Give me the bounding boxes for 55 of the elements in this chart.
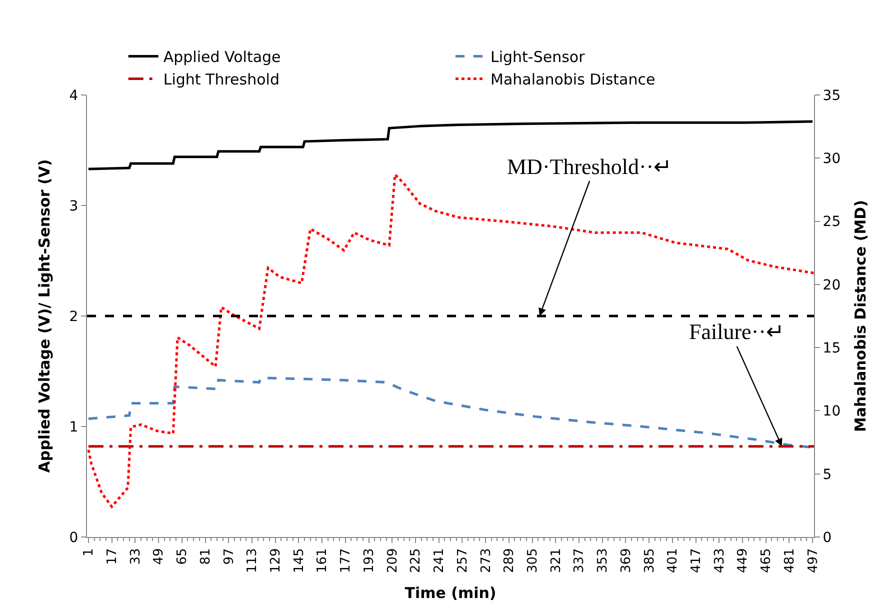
y-tick-label: 1 (69, 419, 78, 436)
x-tick-label: 65 (175, 548, 190, 565)
x-tick-label: 353 (596, 548, 611, 574)
x-tick-label: 97 (222, 548, 237, 565)
x-tick-label: 145 (292, 548, 307, 574)
annotation: MD·Threshold··↵ (507, 154, 672, 179)
x-tick-label: 369 (618, 548, 634, 574)
x-tick-label: 193 (362, 548, 377, 574)
x-tick-label: 209 (385, 548, 400, 574)
x-tick-label: 449 (736, 548, 751, 574)
x-tick-label: 305 (525, 548, 540, 574)
annotation: Failure··↵ (689, 319, 784, 344)
y-tick-label: 0 (69, 530, 78, 546)
x-tick-label: 241 (432, 548, 448, 574)
x-tick-label: 273 (478, 548, 494, 574)
y2-tick-label: 10 (822, 404, 841, 420)
line-series (87, 173, 814, 508)
x-tick-label: 481 (782, 548, 798, 574)
x-tick-label: 49 (152, 548, 167, 565)
x-tick-label: 433 (712, 548, 728, 574)
x-tick-label: 401 (666, 548, 681, 574)
y2-tick-label: 30 (822, 151, 841, 168)
y-tick-label: 3 (69, 198, 78, 214)
x-tick-label: 81 (198, 548, 214, 565)
y2-axis-title: Mahalanobis Distance (MD) (852, 200, 870, 432)
x-tick-label: 17 (105, 548, 120, 565)
x-tick-label: 385 (642, 548, 658, 574)
x-tick-label: 113 (245, 548, 260, 574)
y-tick-label: 2 (69, 308, 78, 325)
x-tick-label: 417 (688, 548, 704, 574)
legend-label: Applied Voltage (163, 48, 281, 66)
legend-label: Light-Sensor (490, 48, 586, 66)
legend-label: Mahalanobis Distance (490, 70, 656, 89)
x-tick-label: 337 (572, 548, 588, 574)
x-tick-label: 161 (315, 548, 330, 574)
x-tick-label: 257 (455, 548, 470, 574)
x-tick-label: 1 (82, 548, 97, 556)
x-tick-label: 129 (268, 548, 284, 574)
x-tick-label: 225 (408, 548, 424, 574)
y-axis-title: Applied Voltage (V)/ Light-Sensor (V) (36, 159, 54, 473)
y2-tick-label: 5 (822, 466, 832, 483)
x-axis-title: Time (min) (404, 584, 496, 602)
y2-tick-label: 0 (822, 530, 832, 546)
x-tick-label: 465 (759, 548, 774, 574)
x-tick-label: 321 (548, 548, 564, 574)
x-tick-label: 497 (806, 548, 821, 574)
y2-tick-label: 15 (822, 340, 841, 356)
y-tick-label: 4 (69, 88, 78, 104)
x-tick-label: 177 (338, 548, 354, 574)
y2-tick-label: 35 (822, 88, 841, 104)
x-tick-label: 289 (502, 548, 518, 574)
y2-tick-label: 20 (822, 277, 841, 294)
x-tick-label: 33 (128, 548, 144, 565)
y2-tick-label: 25 (822, 214, 841, 230)
legend-label: Light Threshold (163, 70, 280, 89)
